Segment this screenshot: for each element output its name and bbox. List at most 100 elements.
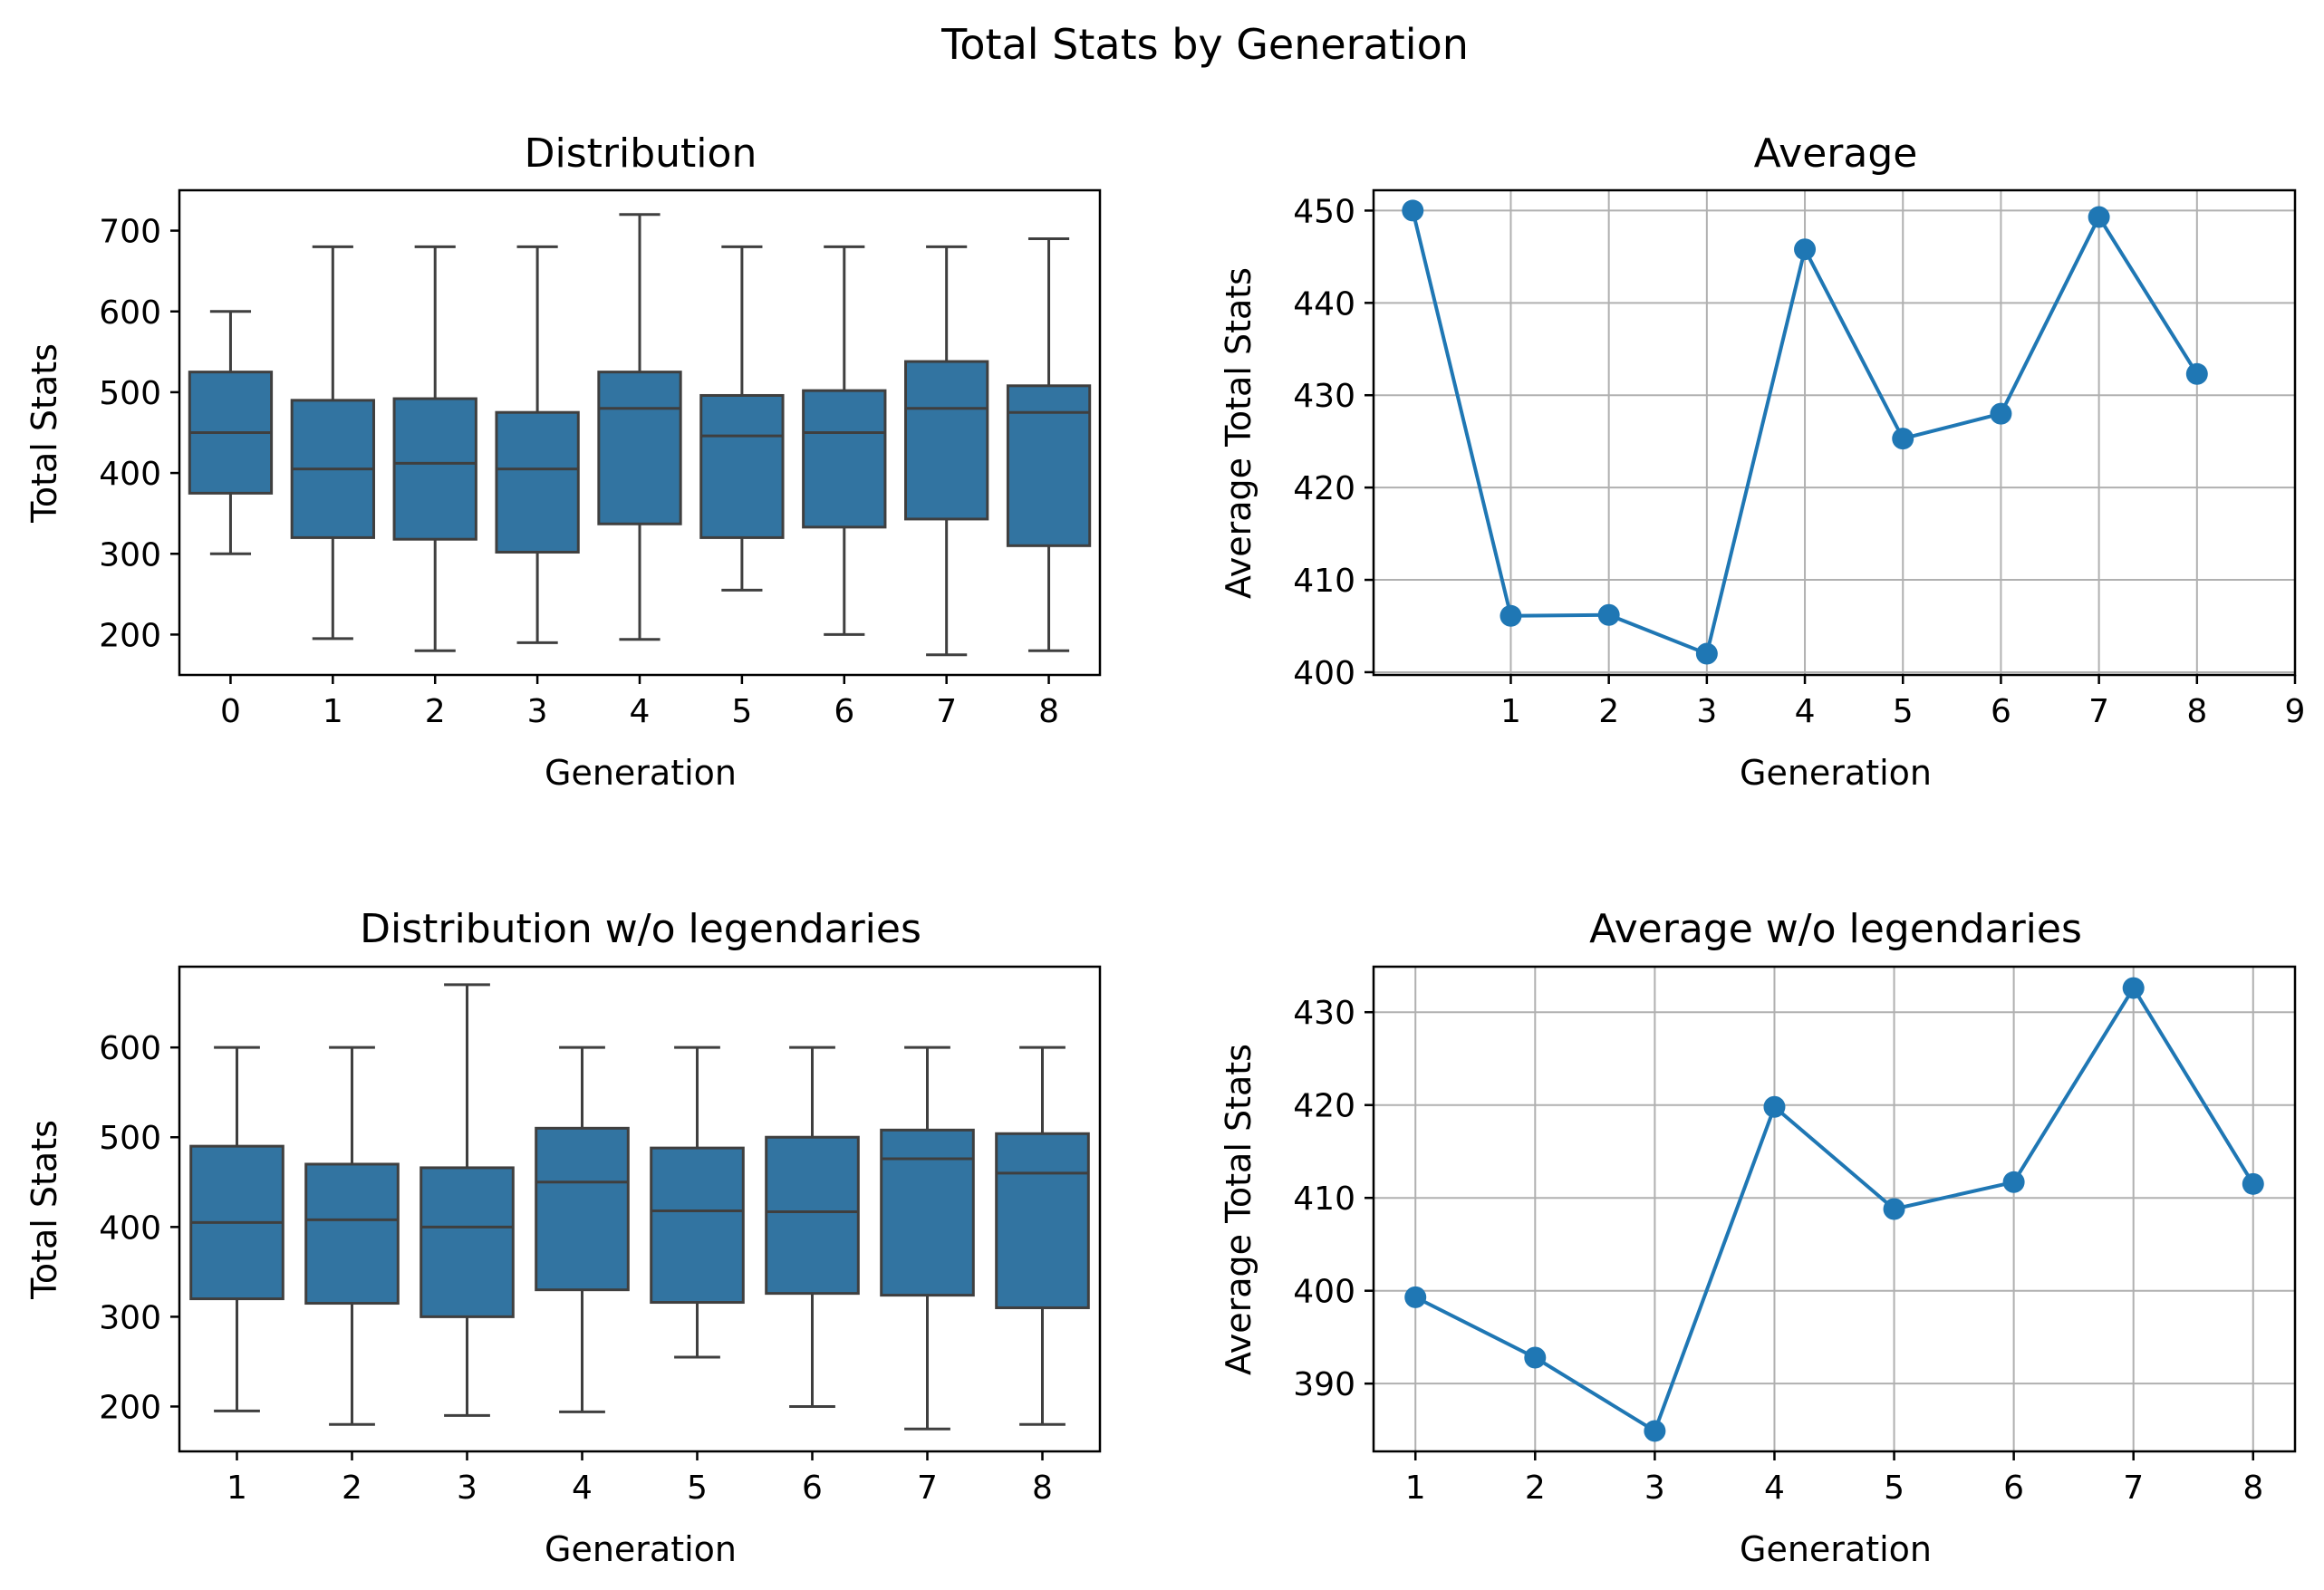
x-tick-label: 1 [227,1470,247,1507]
plot-area: 0 1 2 3 4 5 6 7 8 200 300 400 500 600 700 [99,188,1102,730]
y-tick-label: 200 [99,617,161,654]
x-tick-label: 3 [1644,1470,1665,1507]
box-body [802,389,887,529]
box-body [880,1128,975,1297]
data-point [1892,428,1914,450]
box-body [650,1146,745,1305]
data-point [1644,1420,1666,1442]
data-point [2088,206,2110,228]
x-tick-label: 2 [1598,693,1619,730]
y-axis-label: Average Total Stats [1219,267,1258,599]
x-tick-label: 4 [572,1470,593,1507]
box-5 [650,1046,745,1359]
panel-average: Average Generation Average Total Stats 1… [1219,130,2305,793]
x-tick-label: 1 [323,693,343,730]
box-3 [419,983,515,1417]
x-tick-label: 2 [425,693,446,730]
x-tick-label: 8 [1038,693,1059,730]
x-tick-label: 7 [936,693,957,730]
panel-title: Distribution w/o legendaries [360,906,921,952]
data-point [2242,1172,2264,1195]
x-axis-label: Generation [545,753,737,793]
data-point [1597,603,1620,626]
box-2 [304,1046,400,1426]
data-point [1524,1346,1547,1369]
box-0 [188,310,274,555]
x-tick-label: 2 [1525,1470,1546,1507]
data-point [1794,238,1817,261]
x-tick-label: 5 [731,693,752,730]
y-tick-label: 300 [99,536,161,573]
data-point [1500,604,1522,627]
box-body [495,410,580,554]
panel-distribution: Distribution Generation Total Stats 0 1 2 3… [24,130,1102,793]
y-tick-label: 500 [99,375,161,412]
y-axis-label: Total Stats [24,1120,64,1300]
y-tick-label: 420 [1293,470,1355,507]
x-tick-label: 1 [1500,693,1521,730]
box-3 [495,245,580,644]
box-8 [995,1046,1090,1426]
x-tick-label: 3 [527,693,548,730]
box-body [699,393,785,539]
box-body [304,1162,400,1306]
x-tick-label: 3 [457,1470,477,1507]
box-body [597,371,682,525]
box-4 [597,213,682,641]
plot-area: 1 2 3 4 5 6 7 8 200 300 400 500 600 [99,965,1102,1507]
y-tick-label: 500 [99,1120,161,1157]
y-tick-label: 410 [1293,563,1355,600]
x-tick-label: 8 [1032,1470,1053,1507]
axes-frame [1372,965,2297,1453]
x-tick-label: 5 [1884,1470,1905,1507]
x-axis-label: Generation [1740,1529,1932,1569]
data-point [1990,402,2012,425]
y-tick-label: 430 [1293,378,1355,415]
y-tick-label: 390 [1293,1366,1355,1403]
panel-distribution-wo-legendaries: Distribution w/o legendaries Generation … [24,906,1102,1569]
plot-area: 1 2 3 4 5 6 7 8 390 400 410 420 430 [1293,965,2297,1507]
box-7 [880,1046,975,1431]
x-axis-label: Generation [545,1529,737,1569]
x-tick-label: 4 [1764,1470,1785,1507]
y-tick-label: 400 [1293,1274,1355,1311]
box-7 [904,245,989,657]
x-tick-label: 6 [2003,1470,2024,1507]
data-point [1695,642,1718,665]
box-body [995,1132,1090,1309]
y-axis-label: Average Total Stats [1219,1044,1258,1375]
box-body [419,1166,515,1318]
panel-average-wo-legendaries: Average w/o legendaries Generation Avera… [1219,906,2297,1569]
y-tick-label: 400 [99,1209,161,1247]
y-tick-label: 200 [99,1389,161,1426]
box-8 [1006,237,1092,652]
x-axis-label: Generation [1740,753,1932,793]
x-tick-label: 6 [834,693,854,730]
data-point [1763,1095,1786,1118]
data-point [1883,1198,1905,1220]
series-line [1414,986,2255,1433]
y-tick-label: 410 [1293,1180,1355,1218]
y-tick-label: 430 [1293,995,1355,1032]
box-body [535,1126,630,1292]
box-1 [290,245,375,641]
x-tick-label: 8 [2186,693,2207,730]
y-tick-label: 600 [99,294,161,332]
y-tick-label: 400 [99,456,161,493]
x-tick-label: 8 [2242,1470,2263,1507]
box-body [1006,384,1092,547]
data-point [1404,1286,1427,1308]
x-tick-label: 2 [342,1470,362,1507]
figure-title: Total Stats by Generation [940,20,1469,69]
x-tick-label: 6 [802,1470,823,1507]
panel-title: Average w/o legendaries [1589,906,2082,952]
data-point [1402,199,1424,222]
box-1 [189,1046,284,1412]
box-5 [699,245,785,592]
data-point [2122,977,2145,999]
box-6 [802,245,887,636]
x-tick-label: 7 [2123,1470,2144,1507]
panel-title: Average [1754,130,1918,177]
